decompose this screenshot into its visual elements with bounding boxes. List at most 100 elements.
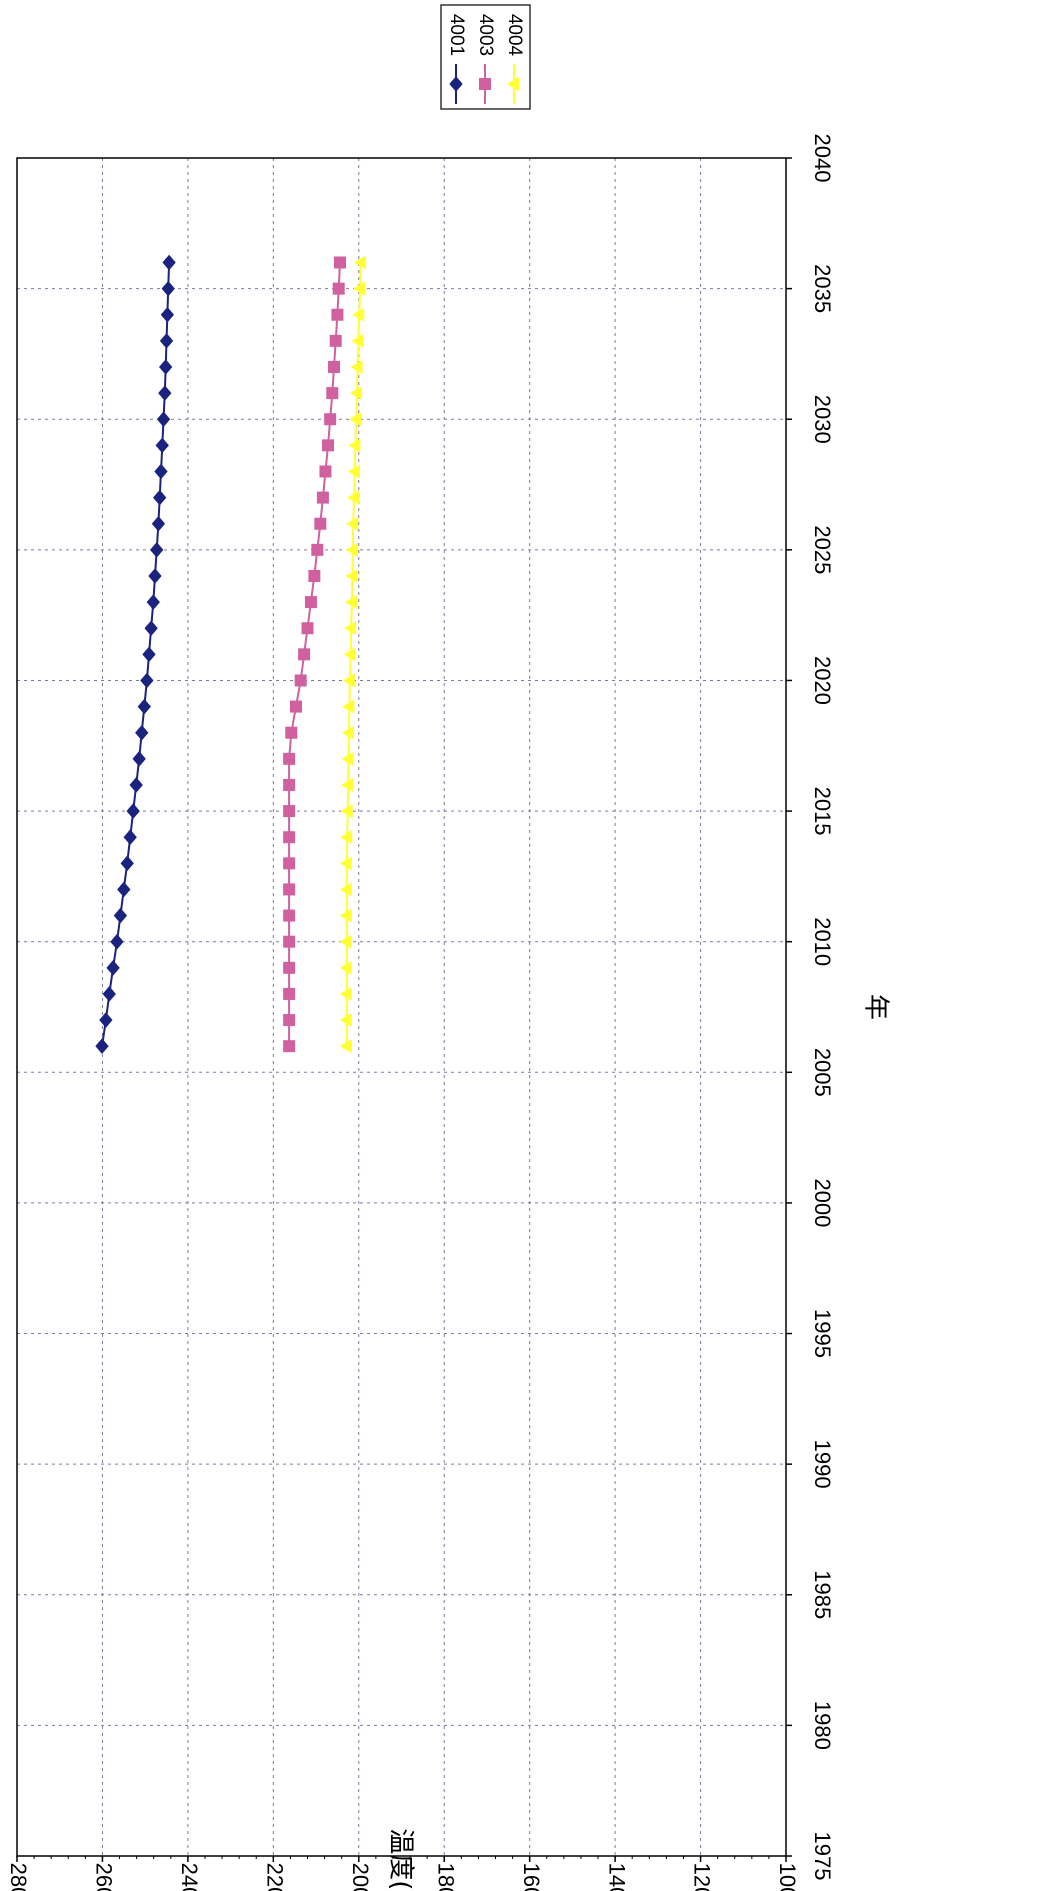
data-point [345,542,358,557]
data-point [329,334,342,347]
data-point [283,857,296,870]
data-point [341,751,354,766]
data-point [298,648,311,661]
data-point [162,254,176,271]
x-tick-label: 2035 [810,264,835,313]
data-point [311,543,324,556]
data-point [129,777,143,793]
data-point [153,489,167,506]
data-point [155,437,169,454]
data-point [95,1038,109,1054]
x-tick-label: 1990 [810,1440,835,1489]
data-point [283,752,296,765]
data-point [339,856,352,871]
data-point [148,568,162,584]
x-tick-label: 2030 [810,395,835,444]
data-point [339,986,352,1001]
data-point [294,674,307,687]
data-point [345,568,358,583]
data-point [132,751,146,767]
series-4004 [339,255,366,1054]
data-point [283,883,296,896]
data-point [350,386,363,401]
data-point [304,596,317,609]
data-point [285,726,298,739]
data-point [340,830,353,845]
data-point [346,516,359,531]
data-point [353,255,366,270]
data-point [283,935,296,948]
x-tick-label: 2015 [810,787,835,836]
data-point [123,829,137,845]
y-tick-label: 160 [519,1863,544,1891]
y-tick-label: 100 [775,1863,800,1891]
data-point [341,725,354,740]
data-point [339,882,352,897]
data-point [158,385,172,401]
data-point [326,387,339,400]
data-point [283,961,296,974]
y-tick-label: 260 [92,1863,117,1891]
x-tick-label: 2005 [810,1048,835,1097]
data-point [342,673,355,688]
legend: 4001 4003 4004 [440,4,531,110]
data-point [347,464,360,479]
data-point [283,1040,296,1053]
data-point [102,986,116,1002]
plot-area [16,157,787,1857]
grid-lines [17,158,786,1856]
data-point [347,490,360,505]
data-point [327,360,340,373]
data-point [151,515,166,532]
data-point [322,439,335,452]
axes: 1975 1980 1985 1990 1995 2000 2005 2010 2015 2020… [6,134,835,1891]
data-point [161,280,175,297]
data-point [142,646,156,663]
y-axis-title: 温度(°C) [386,1828,416,1891]
x-tick-label: 2040 [810,134,835,183]
data-point [339,934,352,949]
data-point [343,647,356,662]
data-point [283,909,296,922]
x-tick-label: 2010 [810,917,835,966]
data-point [332,282,345,295]
data-point [126,803,140,819]
data-point [333,256,346,269]
y-tick-label: 140 [604,1863,629,1891]
data-point [339,1013,352,1028]
data-point [159,359,173,375]
series-4001 [95,254,176,1054]
data-point [339,960,352,975]
x-tick-label: 2000 [810,1178,835,1227]
legend-entry: 4001 [446,14,467,104]
legend-entry: 4003 [475,14,496,104]
y-tick-label: 120 [690,1863,715,1891]
x-tick-label: 2020 [810,656,835,705]
series-4003 [283,256,346,1053]
x-tick-label: 1995 [810,1309,835,1358]
data-point [344,621,357,636]
data-point [159,333,174,349]
data-point [348,438,361,453]
data-point [120,855,134,872]
data-point [283,805,296,818]
data-point [308,569,321,582]
y-tick-label: 240 [177,1863,202,1891]
data-point [156,411,171,427]
data-point [340,804,353,819]
data-point [342,699,355,714]
data-point [140,672,154,689]
data-point [324,413,337,426]
data-point [319,465,332,478]
data-point [146,594,160,610]
x-tick-label: 1975 [810,1832,835,1881]
data-point [113,907,128,924]
legend-marker [449,76,463,92]
y-tick-label: 180 [433,1863,458,1891]
data-point [137,698,151,715]
legend-marker [507,77,519,91]
data-point [110,933,124,950]
data-point [314,517,327,530]
series-layer [95,254,366,1054]
